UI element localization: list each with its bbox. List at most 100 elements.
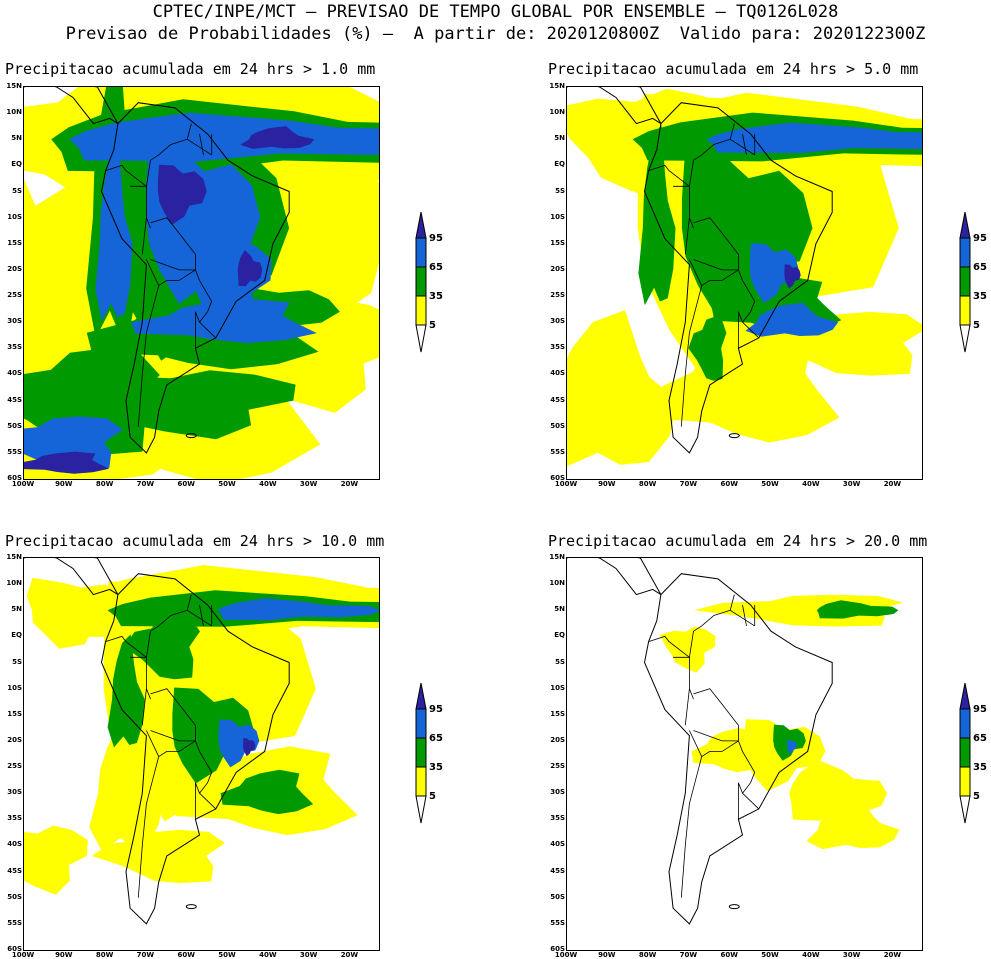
country-border [701,269,739,286]
latitude-label: 10S [550,212,565,221]
longitude-label: 70W [679,480,698,488]
colorbar-level-label: 35 [973,762,987,773]
probability-contour [243,738,256,757]
longitude-label: 80W [95,480,114,488]
longitude-label: 20W [883,951,902,959]
longitude-label: 90W [598,951,616,959]
longitude-label: 70W [136,480,155,488]
colorbar-level-label: 95 [429,704,443,715]
country-border [741,772,760,810]
longitude-label: 100W [554,480,578,488]
coastline [100,102,290,454]
coastline [567,87,662,125]
colorbar-level-label: 5 [429,791,436,802]
colorbar-level-label: 95 [973,233,987,244]
latitude-label: 50S [550,892,565,901]
probability-contour [220,769,314,815]
probability-contour [172,687,254,784]
country-border [186,123,192,140]
title-line-1: CPTEC/INPE/MCT – PREVISAO DE TEMPO GLOBA… [152,2,839,22]
country-border [648,164,694,229]
country-border [158,269,196,286]
longitude-label: 20W [340,480,359,488]
colorbar-level-label: 65 [973,262,987,273]
longitude-label: 30W [842,951,861,959]
coastline [24,87,119,125]
country-border [199,133,204,155]
latitude-label: 15N [6,553,22,561]
latitude-label: 5S [12,657,22,666]
longitude-label: 50W [218,480,236,488]
country-border [194,782,200,820]
latitude-label: 5N [11,134,22,143]
latitude-label: EQ [554,631,565,640]
country-border [680,730,703,898]
panel-title-3: Precipitacao acumulada em 24 hrs > 10.0 … [5,532,385,550]
country-border [198,301,217,339]
latitude-label: 15S [550,709,565,718]
probability-contour [240,126,315,149]
probability-contour [91,829,225,883]
longitude-label: 80W [638,951,657,959]
coastline [24,558,119,596]
panel-title-4: Precipitacao acumulada em 24 hrs > 20.0 … [548,532,928,550]
longitude-label: 70W [136,951,155,959]
longitude-label: 90W [55,480,73,488]
latitude-label: 45S [7,866,22,875]
latitude-label: EQ [11,631,22,640]
longitude-label: 30W [299,951,318,959]
country-border [158,740,196,757]
latitude-label: 5S [555,657,565,666]
longitude-label: 70W [679,951,698,959]
coastline [643,102,833,454]
country-border [741,301,760,339]
probability-contour [95,140,133,321]
latitude-label: 35S [550,343,565,352]
longitude-label: 100W [11,480,35,488]
country-border [150,688,196,741]
country-border [693,688,739,741]
longitude-label: 20W [883,480,902,488]
longitude-label: 80W [638,480,657,488]
latitude-label: 60S [7,945,22,953]
latitude-label: 10N [6,108,22,117]
colorbar-level-label: 95 [973,704,987,715]
panel-title-1: Precipitacao acumulada em 24 hrs > 1.0 m… [5,60,376,78]
country-border [648,635,694,700]
probability-contour [24,451,110,474]
latitude-label: 20S [7,264,22,273]
longitude-label: 40W [259,480,277,488]
colorbar-level-label: 5 [973,320,980,331]
country-border [737,782,743,820]
probability-contour [784,264,801,289]
latitude-label: 30S [7,788,22,797]
latitude-label: 20S [550,264,565,273]
probability-contour [157,164,207,225]
probability-contour [638,124,676,306]
latitude-label: 15S [7,238,22,247]
latitude-label: 60S [550,474,565,482]
latitude-label: 25S [7,762,22,771]
latitude-label: 20S [7,735,22,744]
probability-contour [217,598,379,621]
longitude-label: 100W [11,951,35,959]
longitude-label: 40W [259,951,277,959]
latitude-label: 10S [7,212,22,221]
colorbar-level-label: 35 [429,291,443,302]
latitude-label: 5S [555,186,565,195]
country-border [137,259,160,427]
longitude-label: 100W [554,951,578,959]
latitude-label: 45S [7,395,22,404]
colorbar-level-label: 35 [973,291,987,302]
probability-contour [218,719,260,768]
probability-contour [567,310,678,467]
latitude-label: 40S [7,369,22,378]
latitude-label: 15S [7,709,22,718]
probability-contour [816,600,899,619]
country-border [137,730,160,898]
probability-contour [745,302,839,337]
colorbar-level-label: 65 [429,733,443,744]
country-border [141,217,147,255]
country-border [693,730,756,773]
falkland-islands [185,433,197,439]
